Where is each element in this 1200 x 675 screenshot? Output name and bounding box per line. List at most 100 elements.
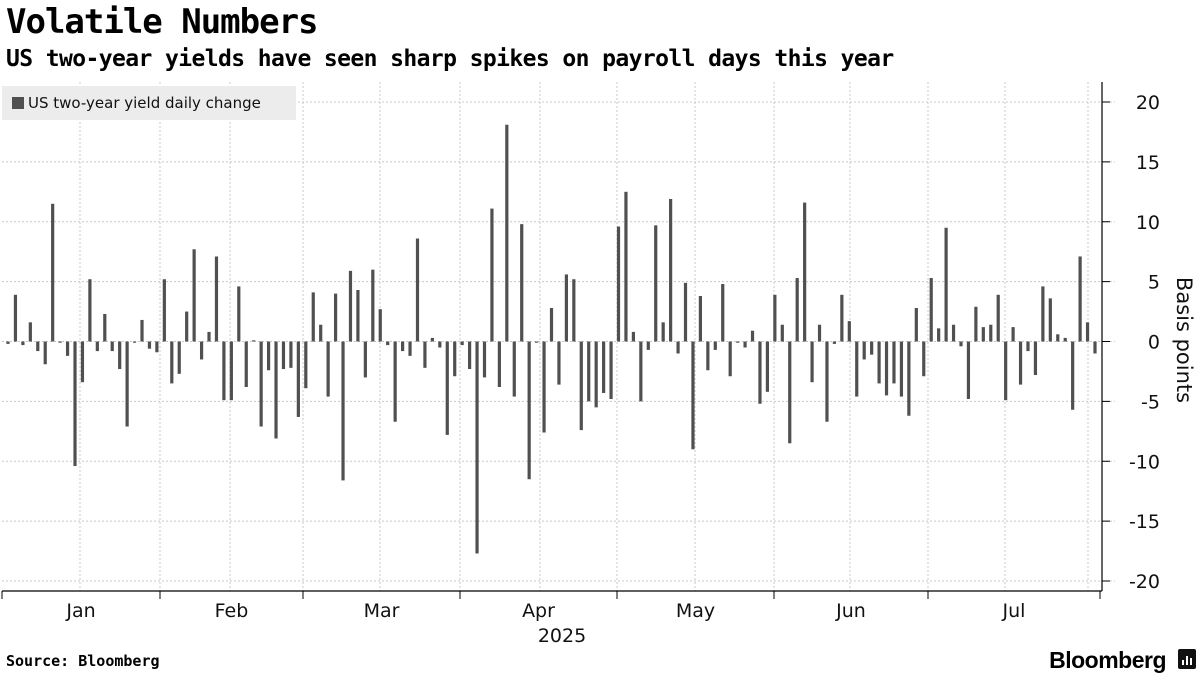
x-tick-label: Jul bbox=[1002, 600, 1026, 622]
bar bbox=[728, 341, 732, 377]
bar bbox=[140, 319, 144, 342]
bar bbox=[401, 341, 405, 352]
x-tick-label: Feb bbox=[215, 600, 249, 622]
bar bbox=[661, 322, 665, 342]
bar bbox=[892, 341, 896, 384]
y-tick-label: 0 bbox=[1148, 332, 1160, 354]
bar bbox=[721, 284, 725, 342]
bar bbox=[527, 341, 531, 480]
bar bbox=[870, 341, 874, 355]
y-axis-title: Basis points bbox=[1172, 276, 1196, 404]
bar bbox=[542, 341, 546, 433]
chart-subtitle: US two-year yields have seen sharp spike… bbox=[6, 46, 894, 72]
bar bbox=[482, 341, 487, 378]
bar bbox=[691, 341, 695, 450]
x-tick-label: Jan bbox=[65, 600, 95, 622]
chart-title: Volatile Numbers bbox=[6, 2, 319, 42]
bar bbox=[222, 341, 226, 401]
bar bbox=[944, 227, 948, 342]
bar bbox=[378, 309, 382, 342]
bar bbox=[252, 340, 256, 342]
bar bbox=[125, 341, 129, 427]
bar bbox=[21, 341, 25, 346]
bar bbox=[631, 331, 635, 342]
bar bbox=[929, 278, 933, 342]
bar bbox=[884, 341, 889, 396]
bar bbox=[65, 341, 70, 356]
x-tick-label: Mar bbox=[364, 600, 400, 622]
bar bbox=[497, 341, 501, 387]
bar bbox=[959, 341, 963, 347]
bar bbox=[132, 341, 137, 343]
bar bbox=[438, 341, 442, 348]
bar bbox=[326, 341, 330, 397]
bar-layer bbox=[6, 124, 1097, 554]
bar bbox=[937, 328, 941, 342]
bar bbox=[415, 238, 420, 342]
x-tick-label: Jun bbox=[835, 600, 866, 622]
bar bbox=[1063, 337, 1067, 342]
bar bbox=[1004, 341, 1008, 401]
y-tick-label: -20 bbox=[1129, 571, 1160, 593]
bar bbox=[676, 341, 680, 354]
bar bbox=[185, 311, 189, 342]
x-axis-year-label: 2025 bbox=[538, 625, 586, 647]
bar bbox=[475, 341, 479, 554]
bar bbox=[177, 341, 181, 374]
bar bbox=[289, 341, 293, 368]
bar bbox=[237, 286, 241, 342]
bar bbox=[669, 199, 673, 342]
bar bbox=[855, 341, 859, 397]
bar bbox=[371, 269, 375, 342]
bar bbox=[713, 341, 717, 350]
bar bbox=[333, 293, 338, 342]
bar bbox=[520, 224, 524, 342]
bar bbox=[951, 324, 956, 342]
bar bbox=[199, 341, 204, 360]
y-tick-label: -15 bbox=[1129, 511, 1160, 533]
bar bbox=[549, 307, 554, 342]
bar bbox=[817, 324, 822, 342]
legend: US two-year yield daily change bbox=[2, 86, 296, 120]
bar bbox=[832, 341, 837, 344]
bar bbox=[28, 322, 32, 342]
y-tick-label: 20 bbox=[1136, 92, 1160, 114]
bar bbox=[88, 279, 92, 342]
bar bbox=[1071, 341, 1075, 410]
bar bbox=[803, 202, 807, 342]
grid-layer bbox=[2, 82, 1115, 591]
bar bbox=[1026, 341, 1030, 352]
bar bbox=[1011, 327, 1015, 342]
bar bbox=[989, 324, 993, 342]
bar bbox=[572, 279, 576, 342]
bar bbox=[363, 341, 367, 378]
bar bbox=[743, 341, 747, 348]
bar bbox=[505, 124, 509, 342]
bar bbox=[877, 341, 881, 384]
bar bbox=[468, 341, 472, 370]
bar bbox=[609, 341, 613, 399]
bar bbox=[348, 270, 353, 342]
bar bbox=[110, 341, 114, 352]
bar bbox=[356, 290, 360, 342]
bar bbox=[914, 307, 918, 342]
x-tick-label: Apr bbox=[522, 600, 555, 622]
bar bbox=[207, 331, 211, 342]
bar bbox=[535, 341, 539, 343]
bloomberg-logo: Bloomberg bbox=[1049, 647, 1166, 673]
bar bbox=[460, 341, 464, 346]
bar bbox=[1085, 322, 1090, 342]
y-tick-label: -10 bbox=[1129, 451, 1160, 473]
bar bbox=[996, 294, 1000, 342]
bar bbox=[683, 282, 688, 342]
bar bbox=[155, 341, 159, 353]
bar bbox=[147, 341, 152, 349]
bar bbox=[43, 341, 47, 365]
bar bbox=[95, 341, 99, 352]
bar bbox=[423, 341, 427, 368]
bar bbox=[899, 341, 904, 397]
bar bbox=[36, 341, 40, 352]
bar bbox=[654, 225, 658, 342]
bar bbox=[1041, 286, 1045, 342]
bar bbox=[319, 324, 323, 342]
